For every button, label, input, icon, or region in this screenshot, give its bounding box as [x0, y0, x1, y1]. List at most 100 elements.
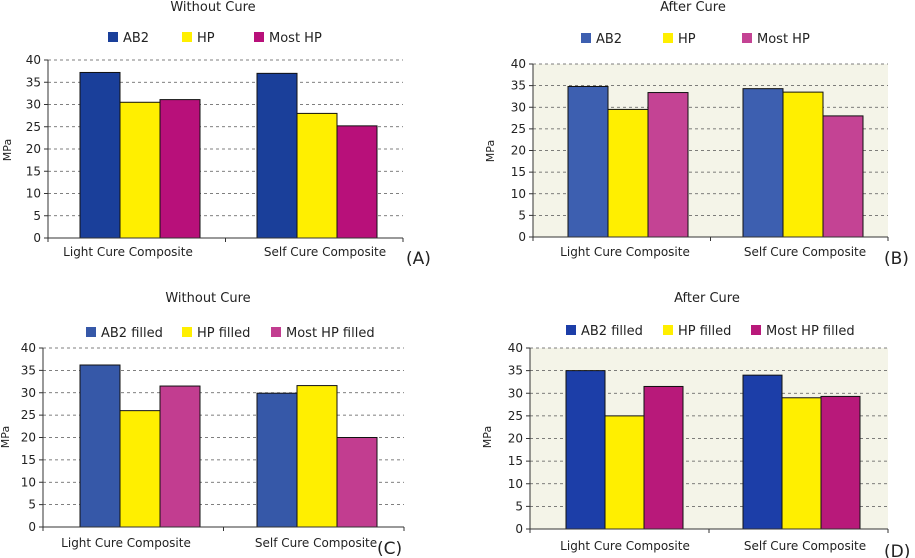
legend-label-2: Most HP filled: [286, 326, 375, 341]
legend-swatch-1: [182, 327, 192, 337]
legend-label-0: AB2 filled: [581, 324, 643, 339]
bar-hp-0: [607, 108, 649, 238]
panel-c: Without Cure AB2 filled HP filled Most H…: [0, 291, 405, 558]
bar-most-hp-filled-1: [820, 395, 861, 530]
legend-swatch-2: [254, 32, 264, 42]
x-tick-label-0: Light Cure Composite: [61, 536, 191, 550]
legend: AB2 HP Most HP: [108, 31, 322, 46]
y-tick-label-1: 5: [518, 208, 526, 222]
y-tick-label-7: 35: [508, 364, 523, 378]
legend-label-2: Most HP filled: [766, 324, 855, 339]
y-tick-label-4: 20: [508, 432, 523, 446]
y-tick-label-2: 10: [21, 475, 36, 489]
legend-label-1: HP: [197, 31, 215, 46]
bar-most-hp-0: [159, 99, 201, 239]
bar-most-hp-1: [822, 115, 864, 238]
axes: [47, 60, 404, 242]
chart-title: Without Cure: [165, 291, 250, 306]
axes: [42, 348, 405, 531]
y-axis-label: MPa: [1, 139, 14, 161]
y-tick-label-8: 40: [26, 53, 41, 67]
y-ticks: 0 5 10 15 20 25 30 35 40: [508, 341, 530, 536]
bar-hp-1: [296, 112, 338, 239]
x-tick-label-0: Light Cure Composite: [560, 539, 690, 553]
bar-hp-1: [782, 91, 824, 238]
bar-most-hp-filled-0: [159, 385, 201, 528]
bar-ab2-filled-1: [256, 392, 298, 528]
legend-label-2: Most HP: [757, 32, 810, 47]
y-tick-label-4: 20: [26, 142, 41, 156]
y-tick-label-5: 25: [21, 408, 36, 422]
x-tick-label-1: Self Cure Composite: [264, 245, 386, 259]
y-ticks: 0 5 10 15 20 25 30 35 40: [511, 57, 533, 244]
x-tick-label-1: Self Cure Composite: [255, 536, 377, 550]
legend: AB2 HP Most HP: [581, 32, 810, 47]
y-tick-label-1: 5: [28, 498, 36, 512]
y-tick-label-2: 10: [511, 187, 526, 201]
axes: [532, 64, 889, 241]
y-tick-label-3: 15: [21, 453, 36, 467]
legend-label-0: AB2 filled: [101, 326, 163, 341]
bar-hp-filled-0: [604, 415, 645, 530]
legend-label-2: Most HP: [269, 31, 322, 46]
bar-hp-filled-0: [119, 410, 161, 528]
bar-ab2-1: [742, 88, 784, 238]
bar-most-hp-filled-0: [643, 385, 684, 530]
y-tick-label-7: 35: [21, 363, 36, 377]
y-tick-label-0: 0: [28, 520, 36, 534]
x-tick-label-0: Light Cure Composite: [63, 245, 193, 259]
y-tick-label-5: 25: [508, 409, 523, 423]
legend-swatch-0: [86, 327, 96, 337]
bars: [79, 71, 378, 239]
y-tick-label-2: 10: [508, 477, 523, 491]
bar-ab2-0: [79, 71, 121, 239]
y-axis-label: MPa: [481, 426, 494, 448]
y-tick-label-3: 15: [26, 164, 41, 178]
legend-swatch-1: [182, 32, 192, 42]
chart-title: After Cure: [660, 0, 726, 15]
y-tick-label-2: 10: [26, 187, 41, 201]
legend-label-1: HP filled: [678, 324, 731, 339]
bar-ab2-1: [256, 72, 298, 239]
y-tick-label-6: 30: [511, 100, 526, 114]
y-tick-label-7: 35: [511, 79, 526, 93]
bar-ab2-filled-1: [742, 374, 783, 530]
bar-ab2-filled-0: [79, 364, 121, 528]
y-ticks: 0 5 10 15 20 25 30 35 40: [21, 341, 43, 534]
bar-hp-0: [119, 101, 161, 239]
bar-most-hp-0: [647, 92, 689, 238]
panel-b: After Cure AB2 HP Most HP MPa 0 5 10 15 20 25…: [484, 0, 909, 269]
y-tick-label-0: 0: [518, 230, 526, 244]
legend-swatch-0: [566, 325, 576, 335]
bar-hp-filled-1: [781, 397, 822, 530]
legend: AB2 filled HP filled Most HP filled: [566, 324, 855, 339]
legend-swatch-2: [742, 33, 752, 43]
legend-swatch-1: [663, 33, 673, 43]
y-tick-label-6: 30: [21, 386, 36, 400]
bar-ab2-filled-0: [565, 370, 606, 530]
panel-label: (D): [884, 542, 910, 558]
y-tick-label-3: 15: [508, 454, 523, 468]
y-ticks: 0 5 10 15 20 25 30 35 40: [26, 53, 48, 245]
y-tick-label-1: 5: [33, 209, 41, 223]
bar-most-hp-1: [336, 125, 378, 239]
y-tick-label-7: 35: [26, 75, 41, 89]
y-tick-label-5: 25: [26, 120, 41, 134]
y-tick-label-4: 20: [21, 431, 36, 445]
x-tick-label-0: Light Cure Composite: [560, 245, 690, 259]
y-tick-label-8: 40: [21, 341, 36, 355]
axes: [529, 348, 889, 533]
bars: [567, 85, 864, 238]
legend-swatch-2: [271, 327, 281, 337]
bar-ab2-0: [567, 85, 609, 238]
legend-label-1: HP filled: [197, 326, 250, 341]
y-axis-label: MPa: [484, 140, 497, 162]
y-tick-label-8: 40: [511, 57, 526, 71]
bars: [79, 364, 378, 528]
legend-label-0: AB2: [596, 32, 622, 47]
panel-label: (A): [406, 249, 431, 269]
bar-hp-filled-1: [296, 385, 338, 528]
legend-swatch-2: [751, 325, 761, 335]
y-tick-label-8: 40: [508, 341, 523, 355]
bars: [565, 370, 861, 530]
